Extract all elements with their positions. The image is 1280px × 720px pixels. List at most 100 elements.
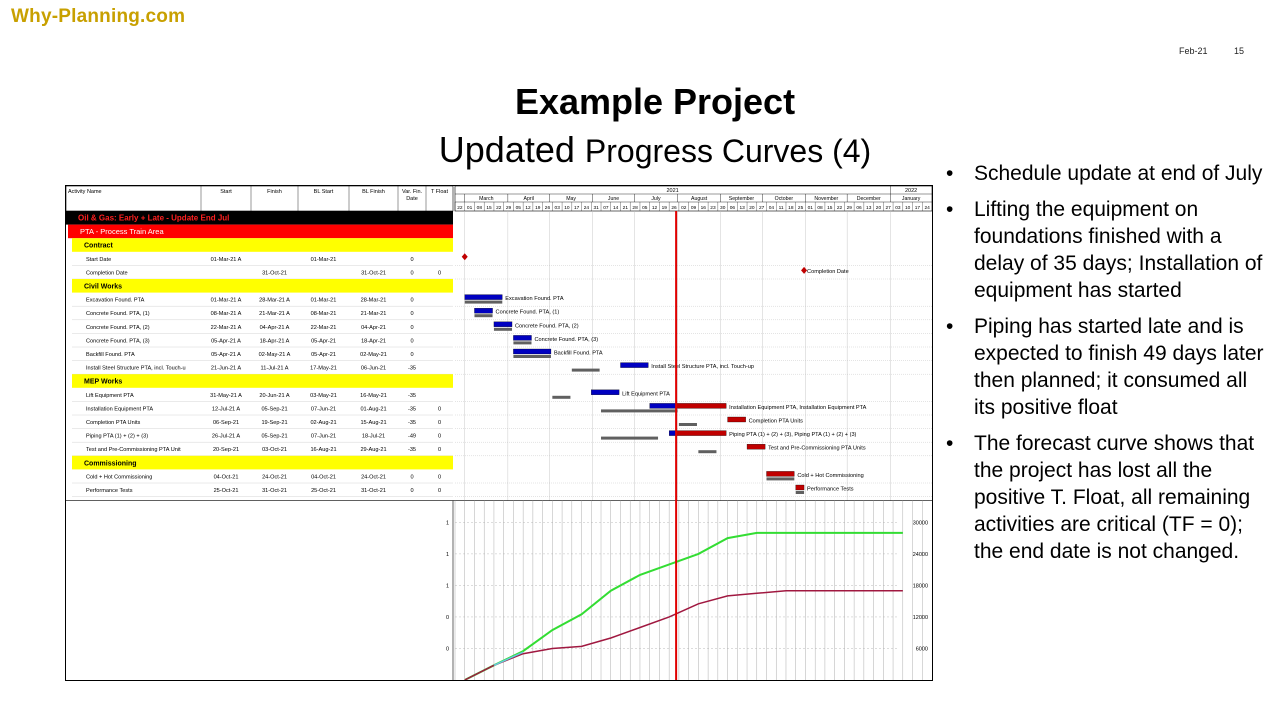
activity-cell: 0 xyxy=(410,270,413,276)
actual-bar xyxy=(591,389,620,395)
activity-cell: 03-May-21 xyxy=(310,393,337,399)
bar-label: Completion Date xyxy=(807,269,849,275)
month-label: January xyxy=(902,196,921,202)
baseline-bar xyxy=(698,450,717,454)
week-label: 23 xyxy=(710,205,716,211)
week-label: 13 xyxy=(866,205,872,211)
activity-cell: 28-Mar-21 A xyxy=(259,298,290,304)
activity-cell: 31-May-21 A xyxy=(210,393,242,399)
activity-cell: -35 xyxy=(408,420,416,426)
week-label: 01 xyxy=(467,205,473,211)
bar-label: Concrete Found. PTA, (1) xyxy=(496,310,560,316)
column-header: Start xyxy=(220,189,232,195)
activity-cell: 0 xyxy=(438,434,441,440)
actual-bar xyxy=(513,348,552,355)
left-axis-tick: 1 xyxy=(446,552,449,558)
month-label: May xyxy=(566,196,576,202)
month-label: September xyxy=(729,196,755,202)
week-label: 18 xyxy=(788,205,794,211)
month-label: November xyxy=(814,196,838,202)
bar-label: Performance Tests xyxy=(807,487,854,493)
table-header xyxy=(66,186,454,212)
bullet-item: Schedule update at end of July xyxy=(944,160,1264,187)
remaining-bar xyxy=(675,430,727,436)
gantt-chart: Activity Name Start Finish BL Start BL Finis… xyxy=(66,186,932,680)
activity-cell: 0 xyxy=(438,447,441,453)
activity-cell: 01-Mar-21 xyxy=(311,298,337,304)
column-header: BL Start xyxy=(314,189,334,195)
group-band xyxy=(72,279,453,293)
remaining-bar xyxy=(675,403,727,409)
activity-name: Test and Pre-Commissioning PTA Unit xyxy=(86,447,181,453)
column-header: Date xyxy=(406,196,418,202)
left-axis-tick: 1 xyxy=(446,583,449,589)
week-label: 17 xyxy=(915,205,921,211)
right-axis-tick: 18000 xyxy=(913,583,928,589)
week-label: 06 xyxy=(730,205,736,211)
activity-cell: 08-Mar-21 A xyxy=(211,311,242,317)
bullet-item: Piping has started late and is expected … xyxy=(944,313,1264,421)
week-label: 12 xyxy=(652,205,658,211)
brand-logo: Why-Planning.com xyxy=(11,6,186,27)
baseline-bar xyxy=(601,409,678,413)
week-label: 24 xyxy=(924,205,930,211)
week-label: 04 xyxy=(769,205,775,211)
week-label: 11 xyxy=(779,205,784,211)
actual-bar xyxy=(513,335,532,341)
activity-cell: 06-Sep-21 xyxy=(213,420,239,426)
week-label: 03 xyxy=(555,205,561,211)
week-label: 29 xyxy=(847,205,853,211)
activity-cell: -35 xyxy=(408,447,416,453)
activity-name: Piping PTA (1) + (2) + (3) xyxy=(86,434,148,440)
week-label: 19 xyxy=(662,205,668,211)
group-name: MEP Works xyxy=(84,379,122,386)
activity-cell: 05-Sep-21 xyxy=(261,406,287,412)
activity-cell: 21-Mar-21 xyxy=(361,311,387,317)
week-label: 07 xyxy=(603,205,609,211)
activity-cell: 0 xyxy=(438,270,441,276)
group-band xyxy=(72,374,453,388)
baseline-bar xyxy=(678,423,697,426)
group-name: Contract xyxy=(84,243,113,250)
week-label: 10 xyxy=(905,205,911,211)
week-label: 05 xyxy=(516,205,522,211)
activity-cell: 02-May-21 xyxy=(360,352,387,358)
activity-cell: 05-Apr-21 A xyxy=(211,338,241,344)
activity-cell: -35 xyxy=(408,393,416,399)
activity-name: Excavation Found. PTA xyxy=(86,298,145,304)
activity-cell: 17-May-21 xyxy=(310,366,337,372)
activity-cell: 12-Jul-21 A xyxy=(212,406,241,412)
activity-cell: 31-Oct-21 xyxy=(361,488,386,494)
year-label: 2021 xyxy=(667,188,679,194)
activity-cell: 0 xyxy=(438,420,441,426)
activity-cell: 20-Jun-21 A xyxy=(259,393,289,399)
activity-cell: 03-Oct-21 xyxy=(262,447,287,453)
week-label: 27 xyxy=(759,205,765,211)
week-label: 01 xyxy=(808,205,814,211)
slide-title: Example Project xyxy=(514,81,796,122)
activity-name: Installation Equipment PTA xyxy=(86,406,153,412)
week-label: 25 xyxy=(798,205,804,211)
activity-cell: 01-Mar-21 xyxy=(311,257,337,263)
group-band xyxy=(72,238,453,252)
timescale-header xyxy=(454,186,932,212)
milestone-marker xyxy=(801,266,808,274)
left-axis-tick: 1 xyxy=(446,520,449,526)
wbs-band xyxy=(68,224,453,239)
activity-cell: 08-Mar-21 xyxy=(311,311,337,317)
month-label: March xyxy=(479,196,494,202)
activity-cell: 20-Sep-21 xyxy=(213,447,239,453)
group-band xyxy=(72,455,453,470)
activity-cell: 25-Oct-21 xyxy=(214,488,239,494)
slide-date: Feb-21 xyxy=(1179,46,1208,56)
activity-cell: 0 xyxy=(438,488,441,494)
year-label: 2022 xyxy=(905,188,917,194)
baseline-bar xyxy=(795,491,805,494)
baseline-bar xyxy=(601,436,659,440)
project-band xyxy=(66,211,453,225)
slide-number: 15 xyxy=(1234,46,1245,56)
progress-curve-early xyxy=(493,651,524,666)
activity-cell: 07-Jun-21 xyxy=(311,406,336,412)
progress-curve-baseline xyxy=(464,531,903,680)
activity-cell: 0 xyxy=(438,406,441,412)
